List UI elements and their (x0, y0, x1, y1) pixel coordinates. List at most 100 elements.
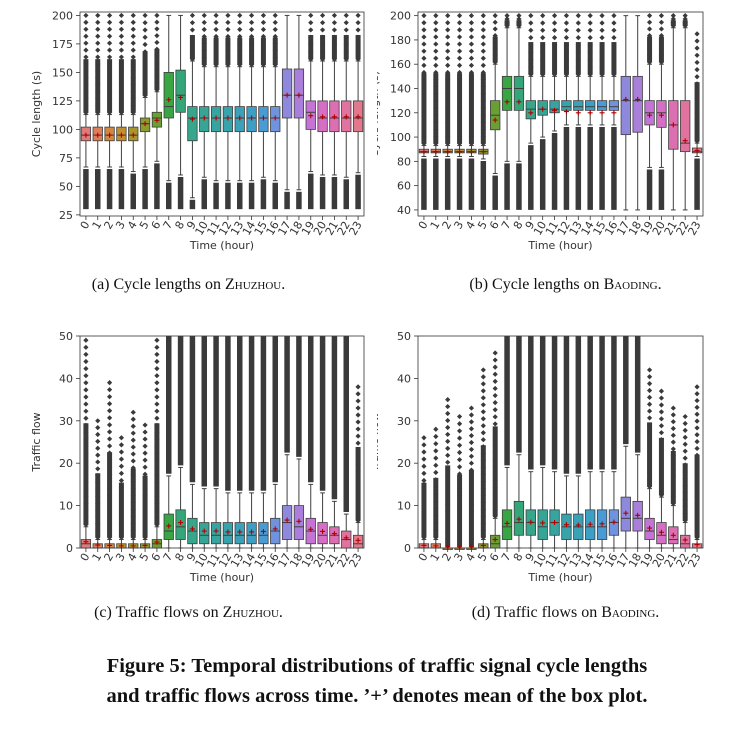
x-tick-label: 10 (193, 219, 211, 238)
outlier-point (272, 12, 278, 19)
outlier-point (480, 55, 486, 61)
box-hour-19 (305, 12, 316, 210)
box-hour-6 (151, 337, 163, 549)
x-tick-label: 14 (240, 219, 258, 238)
outlier-point (142, 471, 148, 477)
outlier-point (658, 395, 665, 401)
box-hour-8 (175, 336, 186, 549)
box-hour-22 (680, 413, 691, 549)
box (513, 75, 525, 111)
y-axis-label: Cycle length (s) (377, 71, 381, 157)
outlier-point (201, 12, 207, 19)
outlier-point (445, 459, 451, 465)
outlier-point (433, 27, 439, 33)
box-hour-2 (442, 397, 453, 550)
outlier-point (587, 27, 593, 33)
x-tick-label: 10 (531, 219, 549, 238)
y-axis-label: Traffic flow (377, 412, 381, 472)
outlier-point (130, 54, 136, 60)
outlier-point (658, 13, 665, 19)
outlier-point (106, 26, 113, 32)
box (680, 100, 691, 153)
mean-marker (260, 115, 266, 121)
outlier-point (118, 449, 125, 455)
outlier-point (130, 12, 136, 19)
outlier-point (540, 13, 546, 19)
x-tick-label: 23 (346, 551, 364, 570)
outlier-point (682, 448, 688, 454)
outlier-point (260, 12, 267, 19)
x-tick-label: 22 (674, 551, 692, 570)
outlier-point (154, 401, 160, 407)
box-hour-18 (632, 336, 643, 549)
outlier-point (83, 373, 89, 379)
outlier-point (83, 19, 89, 25)
box (163, 72, 174, 119)
mean-marker (343, 114, 349, 120)
outlier-point (694, 59, 700, 66)
outlier-point (260, 19, 267, 26)
mean-marker (166, 523, 172, 529)
outlier-point (480, 13, 486, 19)
mean-marker (249, 529, 255, 535)
outlier-point (456, 69, 463, 76)
outlier-point (343, 12, 349, 19)
outlier-point (421, 34, 427, 40)
outlier-point (95, 425, 101, 431)
outlier-point (225, 19, 231, 26)
box-hour-12 (561, 13, 572, 210)
outlier-point (95, 26, 101, 32)
x-tick-label: 16 (264, 219, 282, 238)
outlier-point (468, 419, 475, 425)
outlier-point (154, 358, 160, 365)
outlier-point (587, 13, 593, 19)
outlier-point (563, 20, 570, 26)
outlier-point (445, 55, 451, 61)
mean-marker (504, 520, 510, 526)
mean-marker (563, 109, 569, 115)
outlier-point (682, 441, 688, 447)
subcaption-b: (b) Cycle lengths on Baoding. (469, 276, 662, 293)
outlier-point (528, 20, 534, 26)
outlier-point (154, 351, 160, 358)
outlier-point (682, 413, 688, 420)
plot-frame (79, 11, 365, 217)
outlier-point (599, 13, 605, 19)
box (573, 100, 584, 111)
mean-marker (284, 92, 290, 98)
outlier-point (421, 534, 427, 540)
box-hour-8 (513, 13, 525, 210)
outlier-point (154, 26, 160, 32)
outlier-point (95, 452, 101, 458)
outlier-point (468, 62, 475, 68)
outlier-point (445, 431, 451, 438)
outlier-point (95, 12, 101, 19)
box-hour-21 (329, 12, 340, 210)
outlier-point (130, 451, 136, 457)
outlier-point (260, 26, 267, 33)
y-tick-label: 140 (390, 83, 411, 96)
mean-marker (516, 516, 522, 522)
outlier-point (670, 405, 676, 411)
box-hour-12 (561, 336, 572, 549)
mean-marker (457, 149, 463, 155)
outlier-point (433, 55, 439, 61)
outlier-point (83, 40, 89, 46)
outlier-point (213, 19, 219, 26)
mean-marker (445, 149, 451, 155)
outlier-point (528, 27, 534, 33)
box-hour-22 (341, 12, 352, 210)
outlier-point (355, 384, 361, 390)
outlier-point (83, 344, 89, 350)
box-hour-17 (620, 336, 631, 549)
outlier-point (456, 435, 463, 441)
outlier-point (142, 422, 148, 428)
mean-marker (611, 519, 617, 525)
outlier-point (421, 13, 427, 19)
outlier-point (130, 416, 136, 422)
outlier-point (468, 446, 475, 453)
outlier-point (492, 350, 498, 356)
mean-marker (225, 115, 231, 121)
x-tick-label: 23 (685, 219, 703, 238)
